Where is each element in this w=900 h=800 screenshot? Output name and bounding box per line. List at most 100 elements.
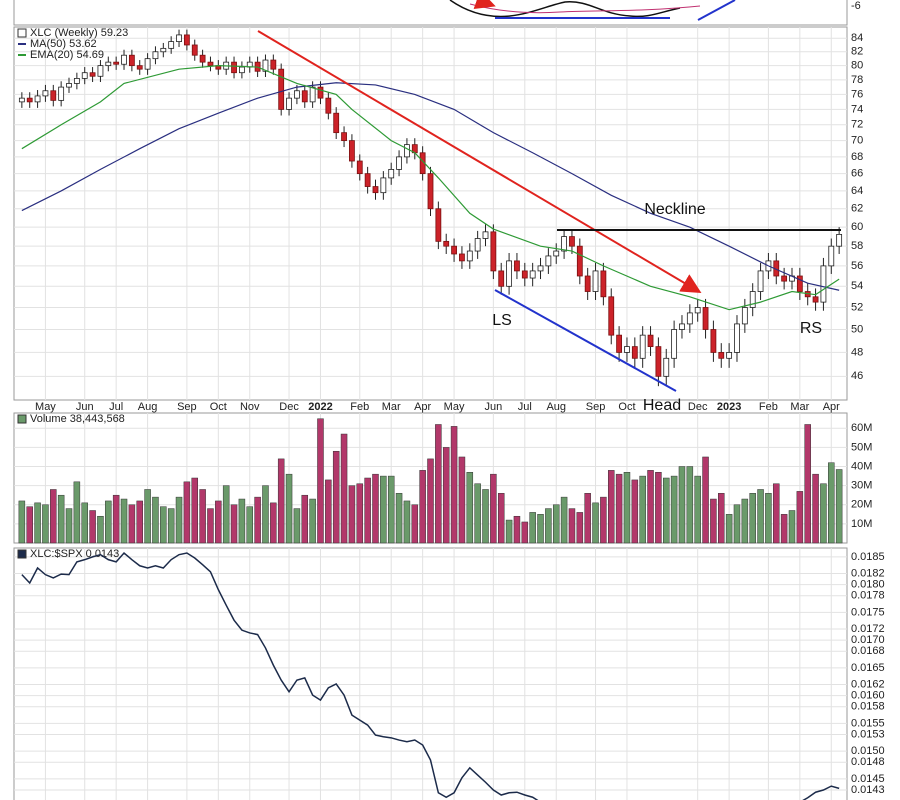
candle-body: [671, 329, 678, 359]
indicator-tick-label: -6: [851, 0, 861, 12]
x-tick-label: Jul: [518, 401, 532, 413]
volume-bar: [442, 447, 450, 544]
indicator-panel: -6: [13, 0, 861, 26]
x-tick-label: Aug: [546, 401, 566, 413]
volume-bar: [788, 510, 796, 544]
volume-bar: [458, 456, 466, 544]
candle-body: [18, 97, 25, 103]
y-tick-label: 40M: [851, 460, 872, 472]
candle-body: [58, 86, 65, 101]
candle-body: [576, 245, 583, 277]
volume-bar: [73, 481, 81, 544]
candle-body: [207, 61, 214, 67]
x-tick-label: Jul: [109, 401, 123, 413]
legend-swatch: [17, 549, 27, 559]
volume-bar: [497, 493, 505, 544]
volume-bar: [474, 483, 481, 544]
candle-body: [121, 54, 127, 65]
y-tick-label: 76: [851, 88, 863, 100]
y-tick-label: 50: [851, 323, 863, 335]
volume-bar: [270, 502, 277, 544]
x-tick-label: Feb: [759, 401, 778, 413]
overlay-line: [21, 65, 840, 311]
candle-body: [380, 177, 387, 194]
x-tick-label: Aug: [138, 401, 158, 413]
candle-body: [569, 236, 575, 247]
candle-body: [741, 307, 748, 325]
volume-bar: [710, 498, 717, 544]
candle-body: [781, 275, 788, 282]
candle-body: [364, 173, 371, 187]
volume-bar: [301, 494, 309, 544]
y-tick-label: 66: [851, 168, 863, 180]
y-tick-label: 0.0145: [851, 773, 885, 785]
candle-body: [278, 68, 285, 110]
volume-bar: [545, 508, 552, 544]
volume-bar: [340, 433, 348, 544]
candle-body: [81, 72, 88, 79]
x-tick-label: Feb: [350, 401, 369, 413]
volume-bar: [160, 506, 167, 544]
volume-bar: [804, 424, 811, 544]
ratio-line: [21, 551, 840, 800]
candle-body: [183, 34, 190, 46]
y-tick-label: 10M: [851, 518, 872, 530]
volume-bar: [207, 508, 214, 544]
volume-bar: [356, 483, 364, 544]
y-tick-label: 0.0170: [851, 634, 885, 646]
candle-body: [631, 346, 638, 359]
y-tick-label: 0.0178: [851, 590, 885, 602]
x-tick-label: Dec: [688, 401, 708, 413]
candle-body: [191, 44, 198, 56]
y-tick-label: 70: [851, 135, 863, 147]
x-tick-label: May: [444, 401, 465, 413]
volume-bar: [81, 502, 88, 544]
volume-bar: [450, 426, 458, 544]
volume-bar: [639, 475, 646, 544]
volume-bar: [277, 458, 285, 544]
y-tick-label: 0.0182: [851, 567, 885, 579]
volume-bar: [505, 519, 513, 544]
candle-body: [144, 58, 151, 70]
candle-body: [341, 132, 347, 142]
x-tick-label: Jun: [76, 401, 94, 413]
x-tick-label: Apr: [823, 401, 840, 413]
y-tick-label: 84: [851, 32, 863, 44]
candle-body: [466, 250, 473, 262]
candle-body: [294, 90, 300, 99]
candle-body: [152, 51, 159, 60]
annotation: LS: [492, 312, 512, 329]
candle-body: [812, 296, 819, 303]
candle-body: [592, 270, 599, 292]
annotation: RS: [800, 320, 822, 337]
candle-body: [356, 160, 363, 175]
volume-bar: [199, 489, 206, 544]
y-tick-label: 0.0160: [851, 690, 885, 702]
y-tick-label: 0.0153: [851, 728, 885, 740]
y-tick-label: 0.0148: [851, 756, 885, 768]
volume-bar: [820, 483, 827, 544]
y-tick-label: 60: [851, 221, 863, 233]
candle-body: [459, 253, 465, 262]
candle-body: [443, 240, 450, 247]
y-tick-label: 30M: [851, 480, 872, 492]
candle-body: [836, 234, 843, 247]
volume-bar: [607, 470, 615, 544]
volume-bar: [262, 485, 269, 544]
candle-body: [498, 270, 505, 287]
volume-bar: [584, 493, 591, 544]
candle-body: [176, 34, 182, 43]
x-tick-label: 2022: [308, 401, 332, 413]
volume-bar: [702, 456, 709, 544]
y-tick-label: 64: [851, 185, 863, 197]
volume-bar: [576, 512, 584, 544]
volume-bar: [513, 515, 521, 544]
candle-body: [105, 61, 112, 67]
x-tick-label: Oct: [210, 401, 227, 413]
x-tick-label: Sep: [586, 401, 606, 413]
candle-body: [113, 61, 120, 65]
volume-bar: [238, 498, 246, 544]
overlay-line: [21, 82, 840, 291]
volume-bar: [796, 491, 804, 544]
ratio-panel: [13, 547, 848, 800]
